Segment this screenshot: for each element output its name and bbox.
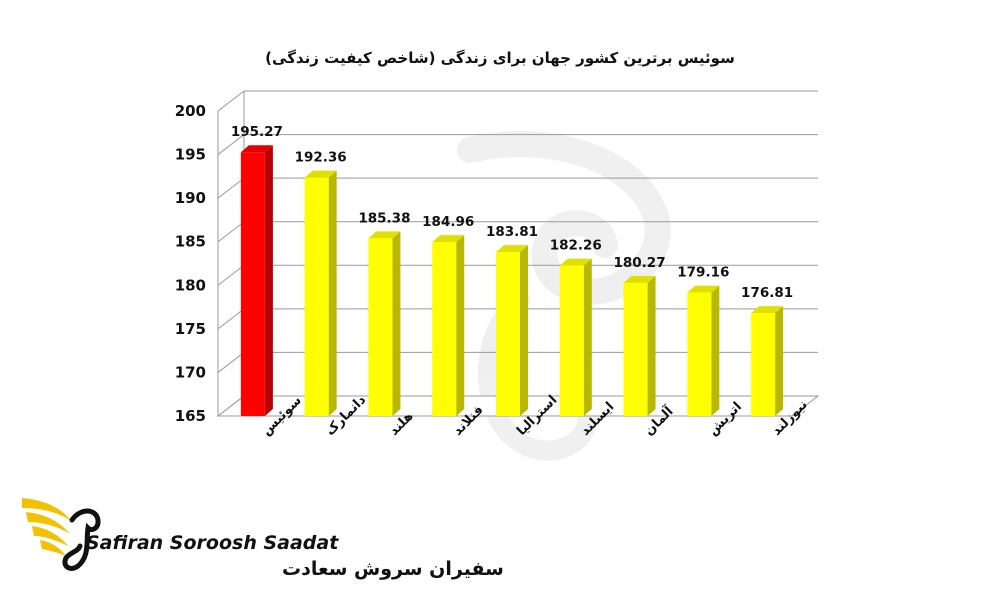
gridline-side — [217, 352, 245, 373]
bar-top — [496, 245, 528, 253]
value-label: 180.27 — [614, 255, 666, 271]
y-axis-ticks: 165 170 175 180 185 190 195 200 — [175, 102, 206, 425]
value-label: 183.81 — [486, 224, 538, 240]
bar-front — [304, 177, 329, 416]
y-tick-label: 195 — [175, 146, 206, 164]
bar-side — [328, 170, 337, 416]
bar-front — [623, 282, 648, 416]
value-label: 185.38 — [358, 210, 410, 226]
watermark-emblem — [457, 131, 671, 461]
bar-top — [240, 145, 273, 153]
gridline-side — [217, 308, 245, 330]
bars — [240, 145, 784, 416]
bar-side — [456, 235, 465, 416]
logo-name-persian: سفیران سروش سعادت — [282, 558, 504, 580]
bar-top — [432, 235, 465, 243]
bar-front — [240, 152, 265, 416]
gridline-side — [217, 264, 245, 286]
gridline-side — [217, 177, 245, 199]
value-label: 195.27 — [231, 124, 283, 140]
bar — [304, 170, 337, 416]
bar — [751, 306, 784, 416]
bar — [559, 258, 592, 416]
value-labels: 195.27 192.36 185.38 184.96 183.81 182.26 180.… — [231, 124, 793, 301]
bar-front — [432, 242, 457, 416]
y-tick-label: 170 — [175, 363, 206, 381]
bar-top — [368, 231, 401, 239]
value-label: 184.96 — [422, 214, 474, 230]
gridline-side — [217, 221, 245, 243]
y-tick-label: 175 — [175, 320, 206, 338]
bar-front — [751, 313, 776, 416]
bar — [240, 145, 273, 416]
bar-side — [264, 145, 273, 416]
bar-top — [304, 170, 337, 178]
bar-side — [775, 306, 784, 416]
value-label: 182.26 — [550, 238, 602, 254]
y-tick-label: 200 — [175, 102, 206, 120]
bar-side — [647, 275, 656, 416]
bar-top — [751, 306, 784, 314]
bar-side — [392, 231, 401, 416]
bar-side — [711, 285, 720, 416]
logo: Safiran Soroosh Saadat سفیران سروش سعادت — [22, 498, 504, 580]
bar-top — [559, 258, 592, 266]
chart-title: سوئیس برترین کشور جهان برای زندگی (شاخص … — [265, 49, 735, 67]
y-tick-label: 190 — [175, 189, 206, 207]
value-label: 179.16 — [677, 265, 729, 281]
bar-front — [687, 292, 712, 416]
bar-front — [368, 238, 393, 416]
bar — [623, 275, 656, 416]
bar — [432, 235, 465, 416]
gridline-side — [217, 395, 245, 417]
bar-front — [559, 265, 584, 416]
bar-top — [623, 275, 656, 283]
bar — [496, 245, 528, 416]
value-label: 192.36 — [295, 150, 347, 166]
bar-side — [583, 258, 592, 416]
bar-front — [496, 252, 520, 416]
logo-name-english: Safiran Soroosh Saadat — [86, 532, 339, 554]
bar-side — [520, 245, 528, 416]
bar — [368, 231, 401, 416]
gridline-side — [217, 134, 245, 155]
gridline-side — [217, 90, 245, 112]
bar-top — [687, 285, 720, 293]
y-tick-label: 185 — [175, 233, 206, 251]
bar — [687, 285, 720, 416]
value-label: 176.81 — [741, 285, 793, 301]
phoenix-logo-icon — [22, 498, 101, 571]
y-tick-label: 180 — [175, 276, 206, 294]
y-tick-label: 165 — [175, 407, 206, 425]
